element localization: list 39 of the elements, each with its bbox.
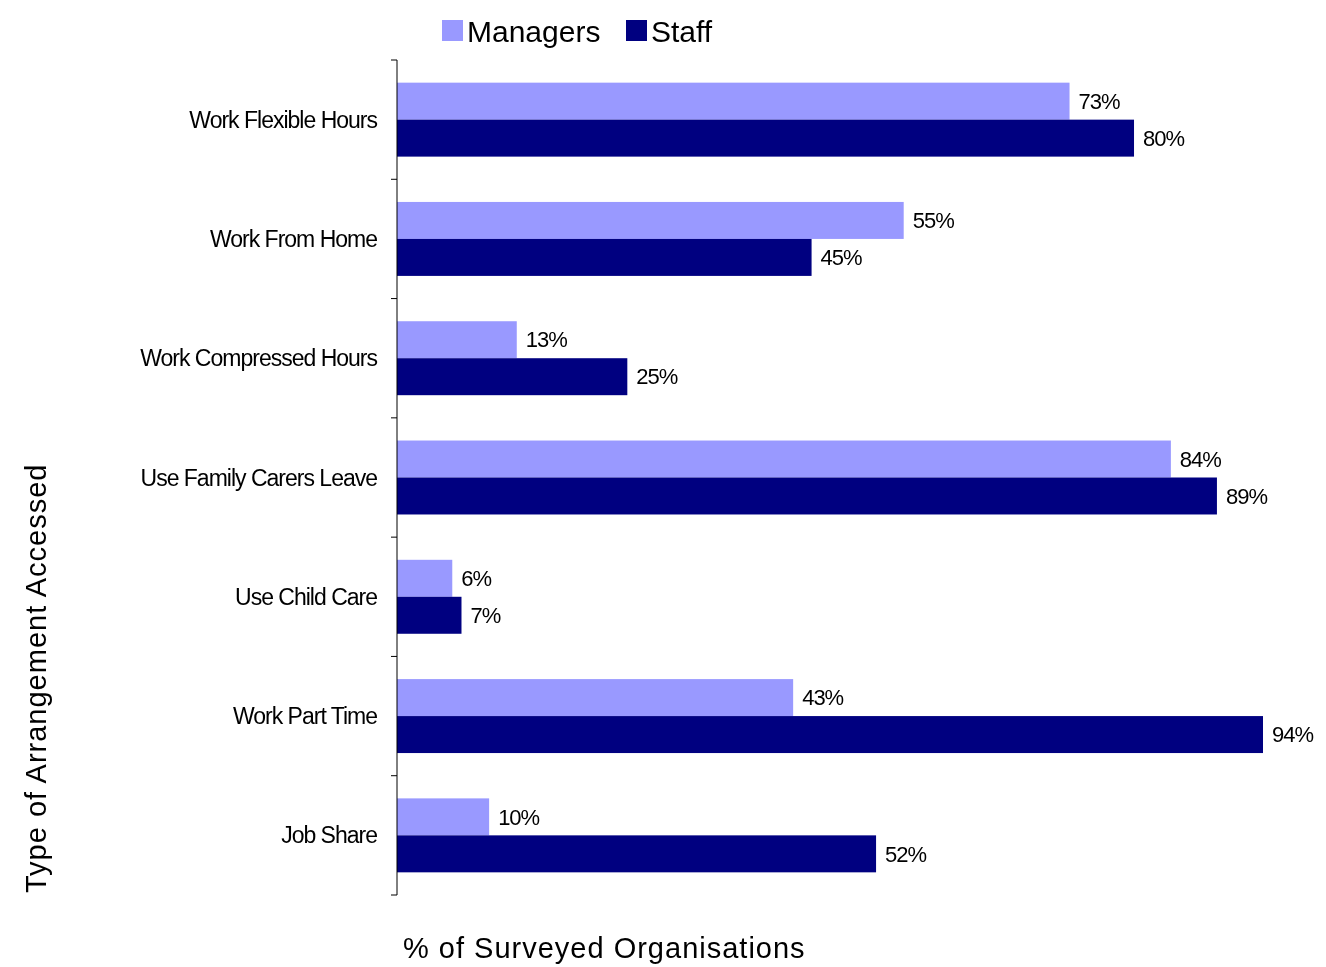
y-tick-label: Use Family Carers Leave — [140, 464, 378, 491]
bar — [397, 596, 462, 634]
y-tick-label: Work Part Time — [232, 703, 378, 730]
data-label: 94% — [1272, 722, 1314, 748]
data-label: 89% — [1225, 483, 1268, 509]
bar — [397, 238, 812, 276]
y-tick-label: Job Share — [281, 822, 378, 849]
data-label: 52% — [885, 841, 927, 867]
data-label: 7% — [470, 602, 501, 628]
data-label: 45% — [820, 245, 863, 271]
bar — [397, 201, 904, 239]
data-label: 43% — [802, 685, 844, 711]
data-label: 13% — [525, 327, 568, 353]
bar — [397, 321, 517, 359]
bar — [397, 559, 453, 597]
x-axis-title: % of Surveyed Organisations — [403, 932, 806, 964]
data-label: 84% — [1179, 446, 1222, 472]
data-label: 80% — [1143, 125, 1185, 151]
bar — [397, 716, 1263, 754]
y-axis-title: Type of Arrangement Accessed — [20, 463, 52, 893]
data-label: 6% — [461, 566, 492, 591]
data-label: 73% — [1078, 88, 1120, 114]
bar — [397, 798, 490, 836]
legend-label: Staff — [651, 14, 713, 48]
bar — [397, 82, 1070, 120]
bar — [397, 119, 1135, 157]
bar — [397, 477, 1217, 515]
y-tick-label: Work Flexible Hours — [189, 106, 378, 133]
bar — [397, 835, 877, 873]
data-label: 55% — [912, 208, 955, 234]
y-tick-label: Work Compressed Hours — [140, 345, 378, 372]
data-label: 25% — [636, 364, 678, 390]
bar — [397, 679, 794, 717]
bar — [397, 440, 1171, 478]
data-label: 10% — [498, 804, 540, 830]
bar — [397, 358, 628, 396]
legend-label: Managers — [467, 14, 601, 48]
y-tick-label: Use Child Care — [235, 583, 378, 610]
y-tick-label: Work From Home — [209, 225, 378, 252]
